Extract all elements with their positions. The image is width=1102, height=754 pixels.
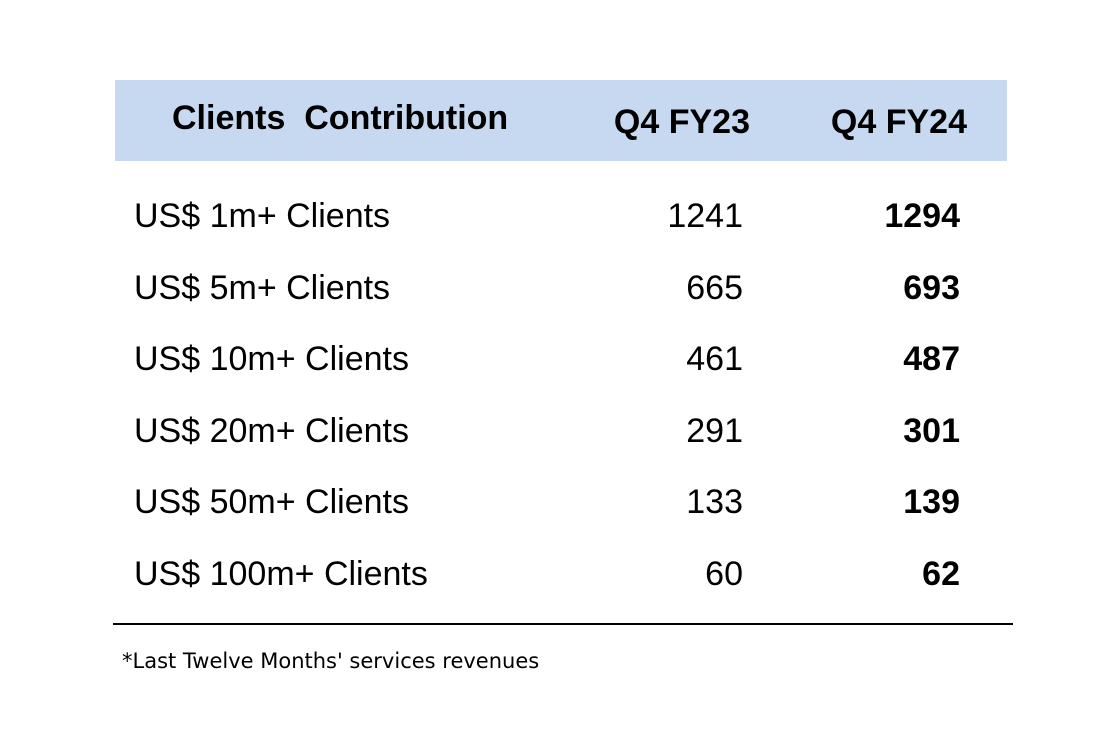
row-value-q4-fy24: 301 <box>903 412 960 450</box>
row-label: US$ 10m+ Clients <box>134 340 409 378</box>
header-label: Clients Contribution <box>172 99 509 137</box>
row-value-q4-fy24: 62 <box>922 555 960 593</box>
footnote: *Last Twelve Months' services revenues <box>122 649 540 673</box>
table-row: US$ 10m+ Clients 461 487 <box>0 339 1102 379</box>
table-row: US$ 5m+ Clients 665 693 <box>0 268 1102 308</box>
row-value-q4-fy23: 461 <box>686 340 743 378</box>
row-label: US$ 50m+ Clients <box>134 483 409 521</box>
table-header: Clients Contribution Q4 FY23 Q4 FY24 <box>115 80 1007 161</box>
table-row: US$ 100m+ Clients 60 62 <box>0 554 1102 594</box>
row-value-q4-fy24: 487 <box>903 340 960 378</box>
row-label: US$ 1m+ Clients <box>134 197 391 235</box>
row-label: US$ 100m+ Clients <box>134 555 428 593</box>
table-bottom-rule <box>113 623 1013 625</box>
row-label: US$ 20m+ Clients <box>134 412 409 450</box>
header-q4-fy24: Q4 FY24 <box>830 103 967 141</box>
row-value-q4-fy24: 139 <box>903 483 960 521</box>
table-row: US$ 50m+ Clients 133 139 <box>0 482 1102 522</box>
table-row: US$ 1m+ Clients 1241 1294 <box>0 196 1102 236</box>
row-value-q4-fy23: 665 <box>686 269 743 307</box>
row-value-q4-fy24: 1294 <box>884 197 960 235</box>
table-row: US$ 20m+ Clients 291 301 <box>0 411 1102 451</box>
row-value-q4-fy23: 133 <box>686 483 743 521</box>
row-value-q4-fy23: 291 <box>686 412 743 450</box>
row-value-q4-fy23: 60 <box>705 555 743 593</box>
header-q4-fy23: Q4 FY23 <box>613 103 750 141</box>
row-value-q4-fy23: 1241 <box>667 197 743 235</box>
row-value-q4-fy24: 693 <box>903 269 960 307</box>
row-label: US$ 5m+ Clients <box>134 269 391 307</box>
